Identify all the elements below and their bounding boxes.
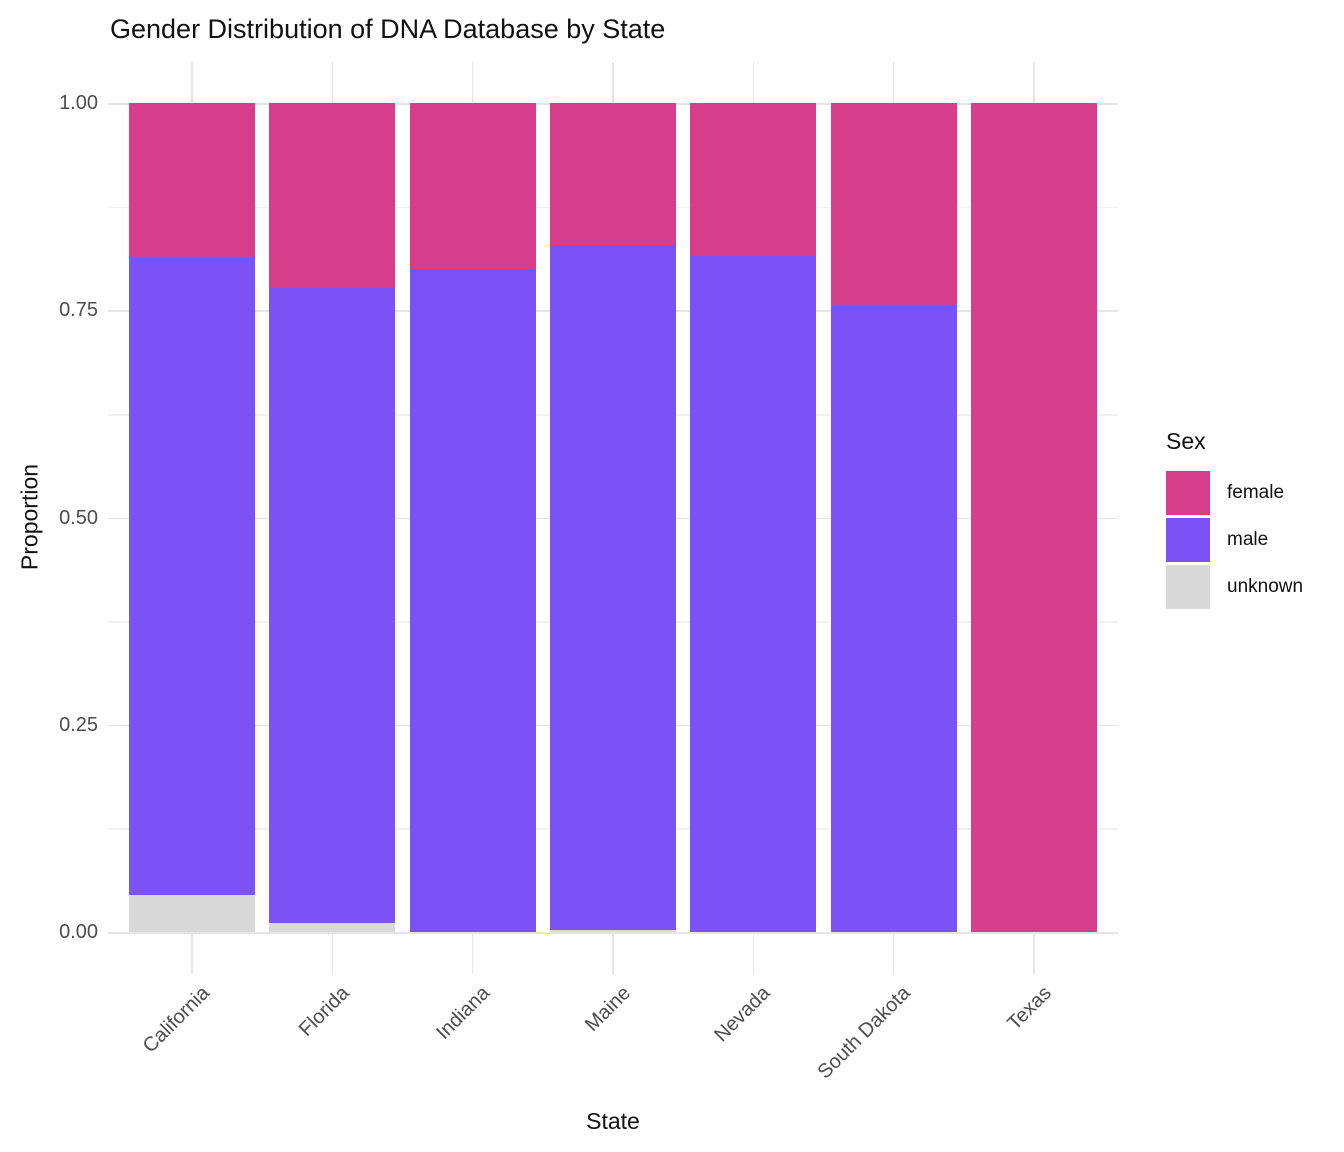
y-tick-label-0.75: 0.75 — [59, 299, 98, 322]
legend-label-unknown: unknown — [1227, 576, 1304, 597]
x-tick-label-florida: Florida — [295, 982, 355, 1041]
bar-indiana-male — [409, 269, 536, 932]
y-axis-title: Proportion — [16, 463, 43, 571]
legend-label-male: male — [1227, 529, 1269, 550]
legend-entry-female: female — [1166, 471, 1303, 515]
legend-entry-male: male — [1166, 518, 1303, 562]
legend-label-female: female — [1227, 482, 1285, 503]
legend: Sex female male unknown — [1166, 428, 1303, 612]
bar-maine-unknown — [550, 929, 676, 932]
bar-indiana-female — [409, 103, 536, 270]
legend-title: Sex — [1166, 428, 1206, 454]
bar-nevada-female — [690, 103, 817, 256]
bar-south-dakota-female — [830, 103, 957, 307]
bar-florida-unknown — [269, 922, 396, 932]
bar-california-male — [129, 258, 256, 895]
x-tick-label-texas: Texas — [1002, 982, 1056, 1035]
y-tick-label-1.00: 1.00 — [59, 92, 98, 115]
legend-entries: female male unknown — [1166, 471, 1303, 609]
bar-california-female — [129, 103, 256, 259]
x-tick-label-california: California — [138, 982, 214, 1058]
legend-entry-unknown: unknown — [1166, 565, 1303, 609]
bar-texas-female — [970, 103, 1097, 932]
legend-swatch-male — [1166, 518, 1210, 562]
legend-swatch-female — [1166, 471, 1210, 515]
bar-florida-female — [269, 103, 396, 289]
x-tick-label-indiana: Indiana — [432, 982, 495, 1044]
legend-swatch-unknown — [1166, 565, 1210, 609]
bar-south-dakota-male — [830, 306, 957, 932]
y-tick-label-0.00: 0.00 — [59, 921, 98, 943]
y-tick-label-0.50: 0.50 — [59, 506, 98, 529]
bar-california-unknown — [129, 894, 256, 932]
plot-panel — [108, 62, 1118, 974]
bar-florida-male — [269, 288, 396, 923]
bar-maine-female — [550, 103, 676, 245]
x-tick-label-nevada: Nevada — [710, 982, 775, 1047]
chart-title: Gender Distribution of DNA Database by S… — [110, 14, 666, 44]
bar-nevada-male — [690, 255, 817, 932]
x-tick-label-south-dakota: South Dakota — [813, 982, 916, 1084]
y-tick-label-0.25: 0.25 — [59, 713, 98, 736]
x-axis-title: State — [586, 1108, 640, 1134]
x-tick-label-maine: Maine — [580, 982, 635, 1037]
bar-maine-male — [550, 245, 676, 930]
